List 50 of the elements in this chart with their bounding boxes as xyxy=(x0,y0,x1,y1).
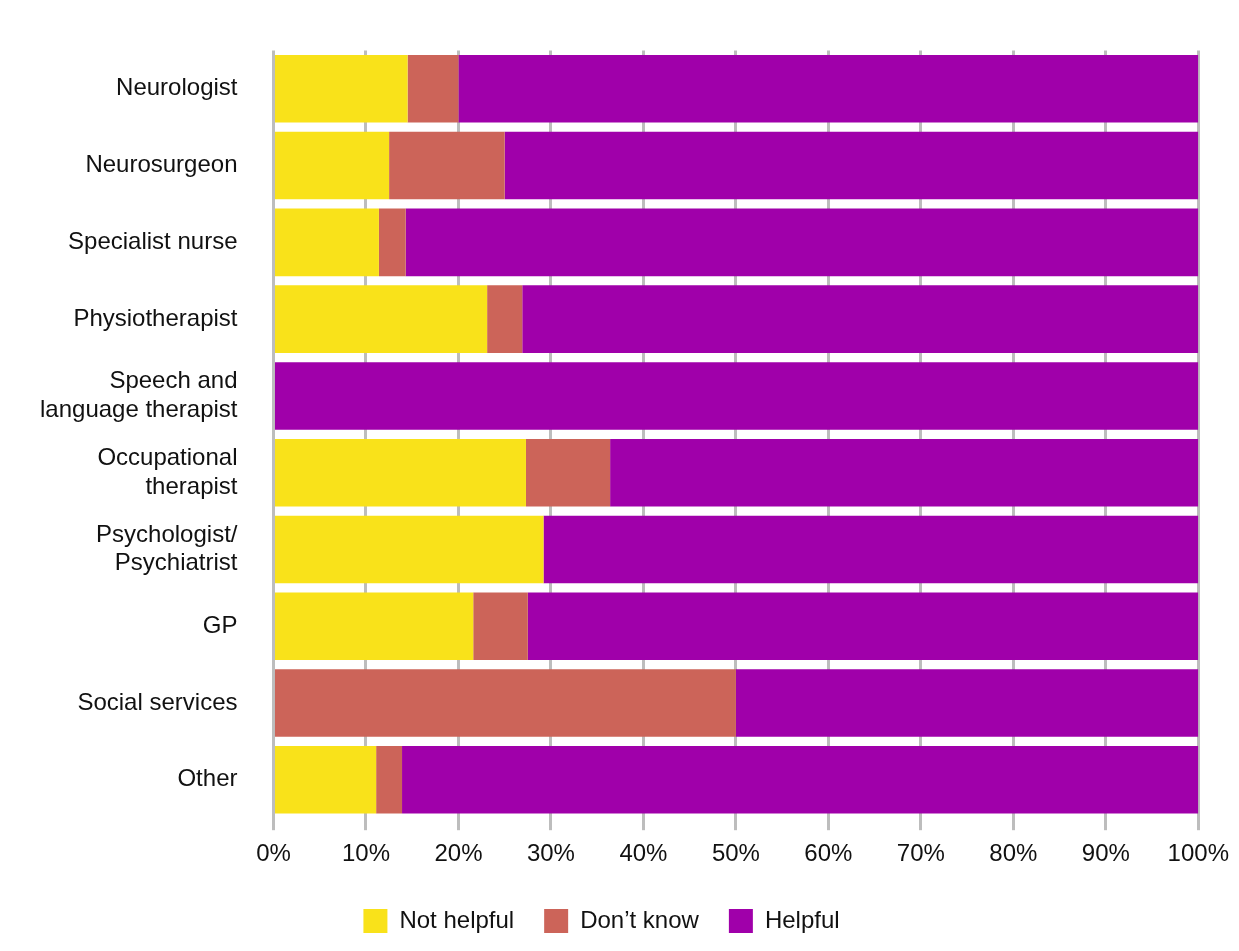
x-tick-label: 10% xyxy=(341,839,390,867)
x-tick-label: 70% xyxy=(896,839,945,867)
y-tick-label: Other xyxy=(177,764,238,792)
bar xyxy=(407,55,459,123)
bar xyxy=(458,55,1199,123)
x-tick-label: 100% xyxy=(1167,839,1229,867)
bar xyxy=(402,746,1199,814)
bar xyxy=(274,55,408,123)
x-tick-label: 90% xyxy=(1081,839,1130,867)
x-tick-label: 30% xyxy=(526,839,575,867)
bar xyxy=(735,669,1199,737)
bar xyxy=(274,131,390,200)
x-tick-label: 50% xyxy=(711,839,760,867)
x-tick-label: 40% xyxy=(619,839,668,867)
bar xyxy=(522,285,1199,353)
bar xyxy=(487,285,523,353)
bar xyxy=(504,131,1199,200)
bar xyxy=(378,208,406,277)
bar xyxy=(389,131,505,200)
y-tick-label: Psychologist/ Psychiatrist xyxy=(96,519,238,576)
bar xyxy=(274,208,379,277)
y-tick-label: Occupational therapist xyxy=(97,442,238,499)
y-tick-label: Physiotherapist xyxy=(73,303,238,331)
x-tick-label: 80% xyxy=(989,839,1038,867)
bar xyxy=(525,438,611,507)
bar xyxy=(274,669,736,737)
y-tick-label: GP xyxy=(202,610,238,638)
x-tick-label: 60% xyxy=(804,839,853,867)
bar xyxy=(274,438,526,507)
legend-label: Not helpful xyxy=(399,905,515,933)
y-tick-label: Speech and language therapist xyxy=(40,366,238,422)
bar xyxy=(274,515,544,584)
bar xyxy=(274,746,377,814)
y-tick-label: Neurosurgeon xyxy=(85,150,238,178)
bar xyxy=(527,592,1199,661)
legend-label: Don’t know xyxy=(580,905,700,933)
bar xyxy=(543,515,1199,584)
bar xyxy=(274,362,1199,430)
legend-label: Helpful xyxy=(764,905,840,933)
y-tick-label: Social services xyxy=(77,687,238,715)
bar xyxy=(274,285,488,353)
x-tick-label: 20% xyxy=(434,839,483,867)
bar xyxy=(376,746,403,814)
x-tick-label: 0% xyxy=(256,839,291,867)
bar xyxy=(405,208,1199,277)
y-tick-label: Specialist nurse xyxy=(68,226,238,254)
y-tick-label: Neurologist xyxy=(116,73,238,101)
bar xyxy=(274,592,474,661)
bar xyxy=(610,438,1199,507)
bar xyxy=(473,592,528,661)
